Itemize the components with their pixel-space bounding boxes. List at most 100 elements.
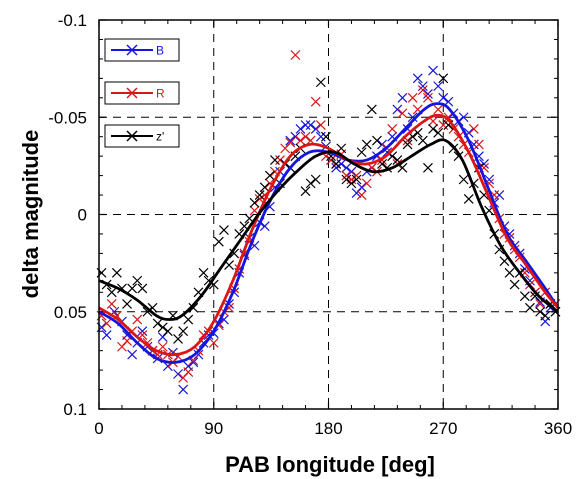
data-point <box>142 306 153 317</box>
data-point <box>315 77 326 88</box>
data-point <box>458 174 469 185</box>
data-point <box>198 267 209 278</box>
data-point <box>423 162 433 173</box>
grid <box>99 20 558 409</box>
data-point <box>407 112 418 123</box>
data-point <box>361 139 372 150</box>
data-point <box>356 182 367 193</box>
data-point <box>101 330 112 341</box>
data-point <box>356 147 367 158</box>
data-point <box>417 81 428 92</box>
data-point <box>356 190 367 200</box>
data-point <box>127 283 138 294</box>
data-point <box>474 139 484 150</box>
data-point <box>310 96 321 107</box>
data-point <box>321 131 331 142</box>
data-point <box>387 123 398 134</box>
legend-label: z' <box>156 130 164 144</box>
data-point <box>494 190 505 200</box>
y-tick-label: 0 <box>78 206 87 225</box>
data-point <box>127 349 138 360</box>
data-point <box>336 143 347 154</box>
data-point <box>183 367 194 377</box>
data-point <box>173 334 183 344</box>
data-point <box>331 162 342 173</box>
data-point <box>132 275 143 286</box>
x-tick-label: 90 <box>204 419 223 438</box>
data-point <box>137 283 148 294</box>
data-point <box>264 170 275 181</box>
data-point <box>173 369 183 379</box>
data-point <box>137 326 148 337</box>
data-point <box>428 65 438 76</box>
data-point <box>106 287 117 298</box>
x-axis-title: PAB longitude [deg] <box>225 452 435 477</box>
data-point <box>361 178 372 189</box>
data-point <box>433 81 444 92</box>
data-point <box>397 92 408 103</box>
legend-label: B <box>156 44 164 58</box>
data-point <box>341 162 352 173</box>
data-point <box>229 248 240 259</box>
data-point <box>310 123 321 134</box>
data-point <box>208 337 219 348</box>
data-point <box>468 123 479 134</box>
data-point <box>433 127 444 138</box>
legend-label: R <box>156 87 165 101</box>
data-point <box>346 166 357 177</box>
data-point <box>132 314 143 325</box>
data-point <box>188 302 199 313</box>
legend-item-z: z' <box>104 124 180 148</box>
data-point <box>366 104 377 115</box>
data-point <box>254 190 265 200</box>
legend-marker <box>126 130 138 142</box>
data-point <box>372 135 382 146</box>
y-tick-label: -0.1 <box>58 11 87 30</box>
data-point <box>397 108 408 119</box>
data-point <box>433 104 444 115</box>
data-point <box>285 135 296 146</box>
data-point <box>525 302 535 313</box>
data-point <box>270 155 280 165</box>
data-point <box>178 326 189 337</box>
data-point <box>122 299 132 309</box>
data-point <box>300 131 311 142</box>
data-point <box>351 170 362 181</box>
data-point <box>438 120 449 130</box>
data-point <box>295 135 306 146</box>
data-point <box>519 291 530 302</box>
data-point <box>295 123 306 134</box>
data-point <box>540 310 551 321</box>
tick-labels: 0 90 180 270 360 -0.1 -0.05 0 0.05 0.1 <box>48 11 572 438</box>
data-point <box>213 236 224 247</box>
data-point <box>530 291 540 302</box>
y-tick-label: -0.05 <box>48 108 87 127</box>
legend: B Rz' <box>104 38 180 148</box>
data-point <box>346 178 357 189</box>
data-point <box>341 170 352 181</box>
x-tick-label: 360 <box>544 419 572 438</box>
data-point <box>111 310 122 321</box>
data-point <box>157 322 168 333</box>
x-tick-label: 0 <box>94 419 103 438</box>
data-point <box>402 139 413 150</box>
x-tick-label: 270 <box>429 419 457 438</box>
data-point <box>535 306 546 317</box>
data-point <box>300 186 311 197</box>
data-point <box>438 92 449 103</box>
data-point <box>423 88 433 99</box>
data-point <box>504 267 515 278</box>
legend-item-B: B <box>104 38 180 62</box>
data-point <box>183 314 194 325</box>
data-point <box>290 50 301 60</box>
y-tick-label: 0.1 <box>63 400 87 419</box>
data-point <box>188 357 199 368</box>
data-point <box>285 137 296 148</box>
fit-curve-z <box>98 138 559 321</box>
x-tick-label: 180 <box>314 419 342 438</box>
data-point <box>315 131 326 142</box>
data-point <box>122 336 132 346</box>
fit-curves <box>98 102 560 364</box>
data-point <box>326 155 336 165</box>
data-point <box>259 221 270 232</box>
